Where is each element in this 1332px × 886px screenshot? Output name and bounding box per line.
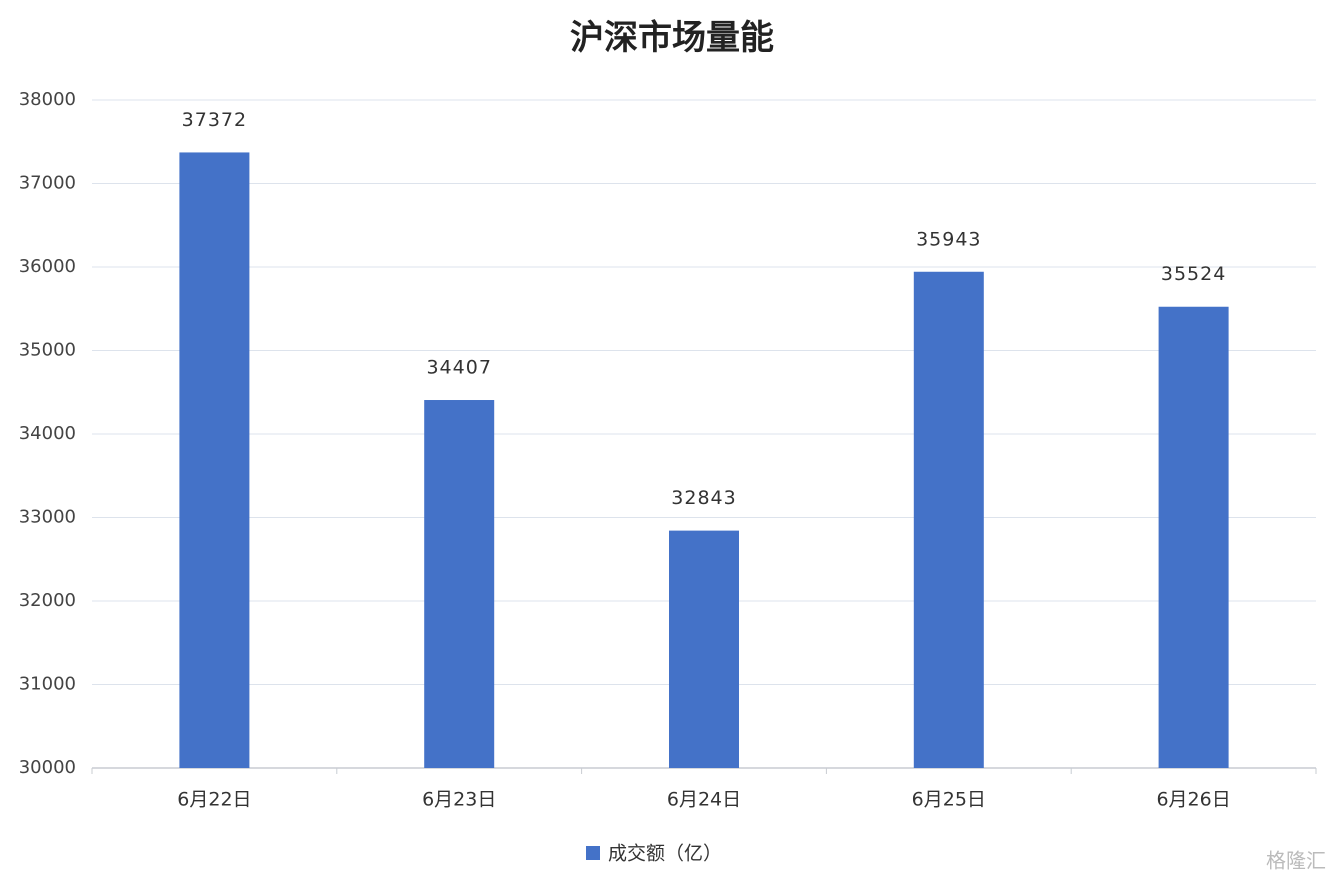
y-tick-label: 38000	[19, 89, 76, 110]
bar	[913, 271, 984, 768]
watermark: 格隆汇	[1266, 849, 1326, 873]
bar	[179, 152, 250, 769]
y-tick-label: 35000	[19, 340, 76, 361]
bar	[669, 530, 739, 768]
bar	[1158, 306, 1229, 768]
value-label: 35524	[1161, 263, 1226, 285]
value-label: 37372	[182, 109, 247, 131]
value-label: 32843	[671, 487, 736, 509]
legend-label: 成交额（亿）	[608, 843, 722, 865]
x-tick-label: 6月25日	[912, 789, 986, 811]
legend-swatch	[586, 846, 600, 860]
y-tick-label: 30000	[19, 757, 76, 778]
x-tick-label: 6月22日	[177, 789, 251, 811]
y-tick-label: 31000	[19, 674, 76, 695]
value-label: 34407	[426, 357, 491, 379]
x-tick-label: 6月23日	[422, 789, 496, 811]
chart-title: 沪深市场量能	[570, 18, 774, 58]
y-tick-label: 34000	[19, 423, 76, 444]
y-tick-label: 32000	[19, 590, 76, 611]
y-tick-label: 36000	[19, 256, 76, 277]
bar	[424, 400, 495, 768]
y-tick-label: 33000	[19, 507, 76, 528]
x-tick-label: 6月24日	[667, 789, 741, 811]
x-tick-label: 6月26日	[1156, 789, 1230, 811]
value-label: 35943	[916, 228, 981, 250]
y-tick-label: 37000	[19, 173, 76, 194]
